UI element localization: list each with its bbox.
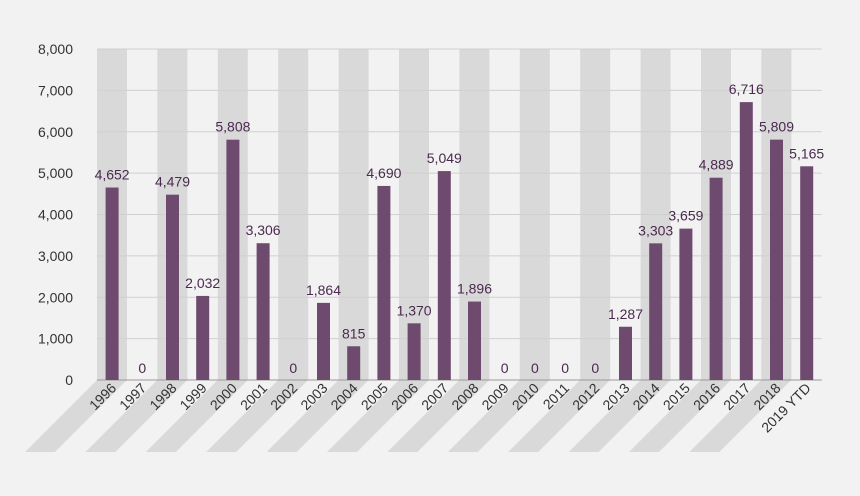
bar: [619, 326, 632, 380]
data-label: 2,032: [185, 275, 220, 291]
data-label: 4,479: [155, 174, 190, 190]
category-band: [387, 49, 490, 452]
bar: [407, 323, 421, 380]
data-label: 0: [289, 360, 297, 376]
category-band: [447, 49, 550, 452]
y-tick-label: 6,000: [38, 124, 73, 140]
category-band: [327, 49, 429, 452]
data-label: 4,690: [366, 165, 401, 181]
data-label: 5,049: [427, 150, 462, 166]
category-band: [85, 49, 188, 452]
data-label: 3,303: [638, 222, 673, 238]
bar: [649, 243, 663, 380]
data-label: 1,864: [306, 282, 341, 298]
category-band: [689, 49, 792, 452]
data-label: 3,306: [246, 222, 281, 238]
y-tick-label: 7,000: [38, 82, 73, 98]
category-band: [206, 49, 309, 452]
y-tick-label: 2,000: [38, 289, 73, 305]
data-label: 4,652: [95, 167, 130, 183]
bar: [166, 194, 179, 380]
bar: [437, 171, 451, 380]
gridlines: [97, 48, 822, 381]
bar: [317, 302, 330, 380]
data-label: 5,808: [215, 119, 250, 135]
data-label: 5,809: [759, 119, 794, 135]
data-label: 1,896: [457, 281, 492, 297]
bar: [196, 295, 210, 380]
data-label: 3,659: [668, 208, 703, 224]
data-label: 0: [531, 360, 539, 376]
y-tick-label: 4,000: [38, 207, 73, 223]
y-tick-label: 5,000: [38, 165, 73, 181]
bar: [800, 166, 814, 380]
data-label: 0: [561, 360, 569, 376]
category-band: [629, 49, 731, 452]
data-label: 1,370: [397, 302, 432, 318]
y-tick-label: 3,000: [38, 248, 73, 264]
bar: [256, 243, 270, 380]
data-label: 4,889: [699, 157, 734, 173]
category-bands: [25, 49, 792, 452]
category-band: [266, 49, 369, 452]
data-label: 0: [591, 360, 599, 376]
bar: [468, 301, 481, 380]
bar: [347, 346, 361, 380]
bar: [709, 177, 723, 380]
bar: [377, 185, 391, 380]
data-labels: 4,652 0 4,479 2,032 5,808 3,306 0 1,864 815 4,690…: [95, 81, 825, 376]
data-label: 1,287: [608, 306, 643, 322]
y-tick-label: 1,000: [38, 331, 73, 347]
data-label: 0: [138, 360, 146, 376]
data-label: 0: [501, 360, 509, 376]
bar: [679, 228, 693, 380]
category-band: [25, 49, 127, 452]
bar: [226, 139, 240, 380]
data-label: 815: [342, 325, 366, 341]
bar: [105, 187, 119, 380]
bar: [770, 139, 783, 380]
category-band: [145, 49, 248, 452]
y-tick-label: 0: [65, 372, 73, 388]
category-band: [568, 49, 671, 452]
data-label: 5,165: [789, 145, 824, 161]
category-band: [508, 49, 611, 452]
bars: [105, 102, 814, 381]
y-axis: 0 1,000 2,000 3,000 4,000 5,000 6,000 7,000 8,00…: [38, 41, 73, 388]
bar: [739, 102, 753, 381]
y-tick-label: 8,000: [38, 41, 73, 57]
data-label: 6,716: [729, 81, 764, 97]
